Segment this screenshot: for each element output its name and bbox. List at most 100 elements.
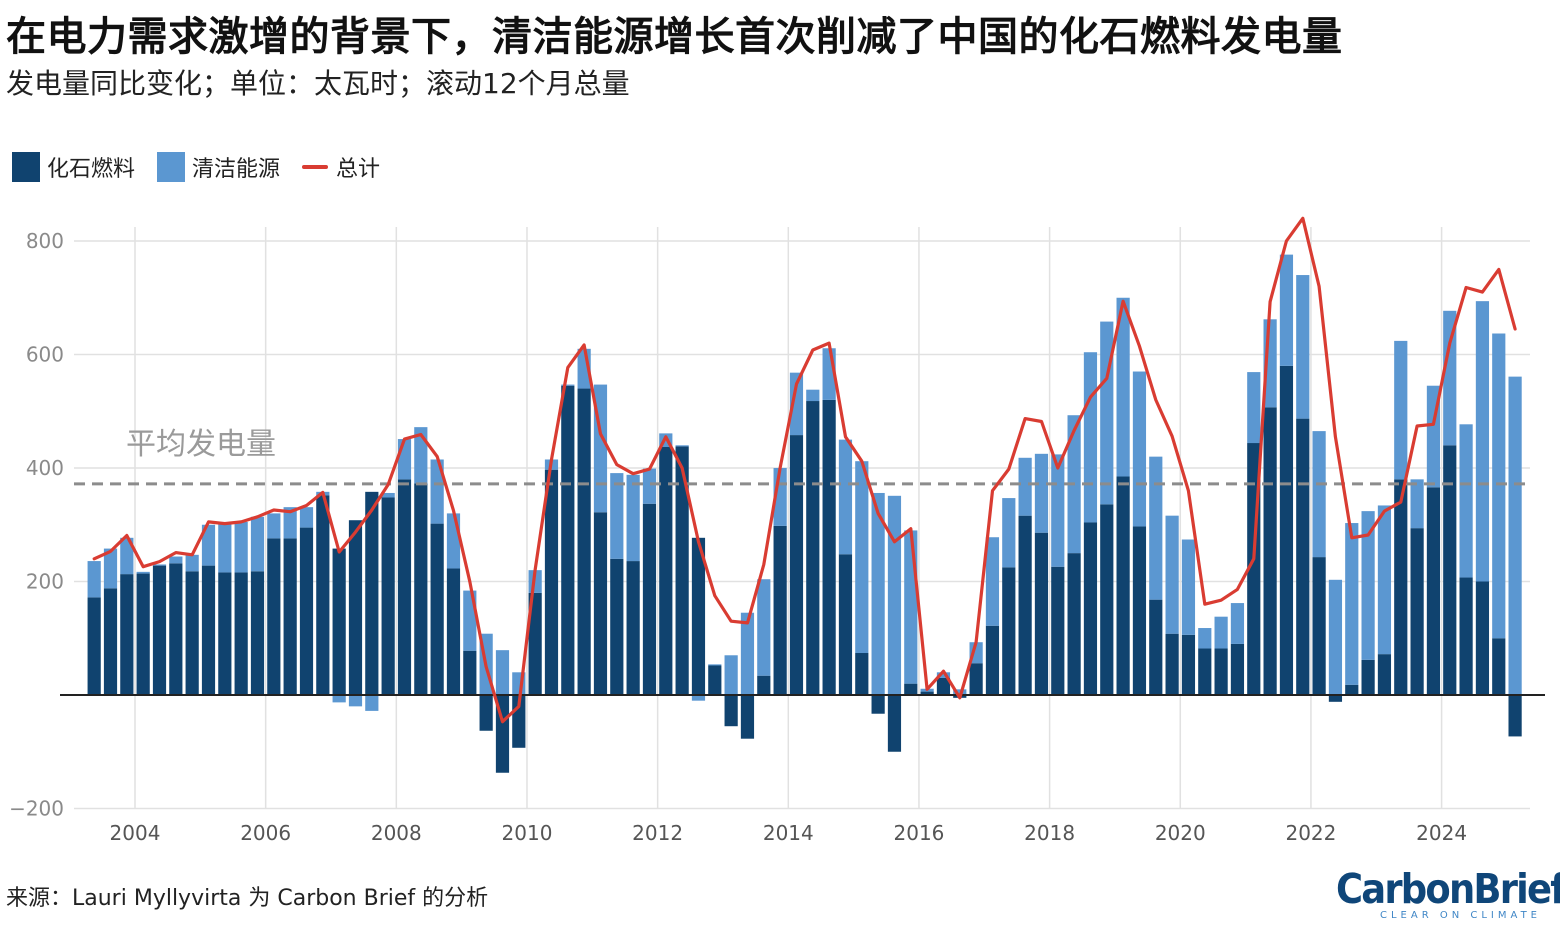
bar-fossil — [201, 565, 216, 695]
bar-clean — [561, 384, 575, 386]
bar-clean — [1492, 333, 1506, 639]
bar-clean — [626, 474, 640, 562]
bar-clean — [1394, 340, 1408, 480]
bar-fossil — [103, 588, 118, 695]
bar-fossil — [969, 663, 983, 695]
bar-fossil — [626, 561, 640, 695]
bar-fossil — [1051, 566, 1065, 695]
bar-fossil — [1459, 577, 1473, 695]
bar-clean — [1508, 376, 1522, 695]
bar-clean — [201, 524, 216, 566]
bar-fossil — [1345, 684, 1359, 695]
legend-label-clean: 清洁能源 — [192, 157, 281, 182]
bar-fossil — [1165, 633, 1179, 695]
y-tick-label: 200 — [26, 570, 64, 594]
legend-item-clean: 清洁能源 — [157, 151, 280, 183]
x-tick-label: 2006 — [240, 821, 291, 845]
bar-clean — [740, 612, 755, 695]
bar-clean — [1083, 352, 1098, 523]
bar-fossil — [577, 388, 591, 695]
bar-fossil — [397, 479, 412, 695]
bar-clean — [708, 664, 722, 666]
legend-swatch-clean — [157, 152, 186, 182]
bar-clean — [789, 372, 804, 436]
y-tick-label: 400 — [26, 456, 64, 480]
bar-clean — [332, 695, 346, 703]
bar-clean — [136, 571, 150, 574]
bar-clean — [120, 537, 134, 575]
x-tick-label: 2020 — [1155, 821, 1206, 845]
bar-fossil — [1394, 479, 1408, 695]
bar-fossil — [773, 525, 787, 695]
bar-fossil — [1181, 634, 1196, 695]
bar-clean — [1132, 371, 1147, 527]
bar-fossil — [1492, 638, 1506, 695]
bar-clean — [446, 513, 461, 569]
bar-fossil — [283, 538, 297, 695]
bar-fossil — [348, 520, 363, 695]
bar-clean — [1034, 453, 1049, 533]
bar-fossil — [446, 568, 461, 695]
bar-fossil — [1377, 654, 1392, 695]
chart-title: 在电力需求激增的背景下，清洁能源增长首次削减了中国的化石燃料发电量 — [6, 14, 1343, 60]
bar-fossil — [1149, 599, 1163, 695]
bar-fossil — [1328, 695, 1343, 702]
bar-clean — [1328, 579, 1343, 695]
bar-fossil — [1018, 515, 1032, 695]
bar-fossil — [593, 512, 608, 695]
x-tick-label: 2016 — [894, 821, 945, 845]
bar-fossil — [365, 491, 379, 695]
bar-fossil — [136, 573, 150, 695]
bar-clean — [724, 655, 738, 695]
bar-fossil — [1443, 445, 1457, 695]
bar-fossil — [708, 665, 722, 695]
bar-clean — [936, 672, 951, 678]
bar-fossil — [561, 385, 575, 695]
bar-clean — [1018, 457, 1032, 516]
bar-fossil — [789, 435, 804, 695]
series-line-total — [92, 216, 1517, 724]
bar-fossil — [316, 495, 330, 695]
bar-clean — [675, 445, 689, 447]
bar-fossil — [1296, 418, 1310, 695]
bar-fossil — [659, 447, 673, 695]
bar-fossil — [528, 592, 542, 695]
bar-clean — [1002, 498, 1016, 568]
bar-clean — [283, 507, 297, 539]
bar-fossil — [1002, 567, 1016, 695]
bar-clean — [1214, 616, 1228, 649]
bar-fossil — [871, 695, 885, 714]
bar-fossil — [544, 469, 559, 695]
bar-fossil — [299, 527, 314, 695]
bar-fossil — [169, 563, 183, 695]
bar-clean — [348, 695, 363, 707]
x-tick-label: 2022 — [1285, 821, 1336, 845]
bar-clean — [103, 548, 118, 589]
bar-fossil — [1410, 528, 1424, 695]
bar-clean — [757, 579, 771, 676]
y-tick-label: 800 — [26, 229, 64, 253]
bar-fossil — [887, 695, 902, 752]
bar-clean — [87, 561, 101, 598]
bar-fossil — [1312, 557, 1326, 695]
legend-swatch-fossil — [12, 152, 40, 182]
bar-clean — [397, 439, 412, 480]
bar-fossil — [267, 538, 281, 695]
bar-fossil — [691, 537, 706, 695]
bar-clean — [1279, 254, 1294, 366]
chart-plot: −200 200 400 600 800 2004 2006 2008 2010 2012 2014… — [9, 216, 1545, 845]
bar-clean — [250, 516, 265, 572]
chart-legend: 化石燃料 清洁能源 总计 — [12, 150, 402, 184]
x-tick-label: 2004 — [110, 821, 161, 845]
bar-clean — [1312, 431, 1326, 558]
bar-fossil — [1083, 522, 1098, 695]
bar-clean — [855, 461, 869, 654]
bar-clean — [218, 523, 232, 573]
bar-clean — [838, 439, 853, 555]
bar-fossil — [1230, 643, 1245, 695]
bar-fossil — [806, 401, 820, 695]
bar-fossil — [610, 558, 624, 695]
y-tick-label: 600 — [26, 343, 64, 367]
x-tick-label: 2024 — [1416, 821, 1467, 845]
bar-clean — [1116, 297, 1130, 477]
